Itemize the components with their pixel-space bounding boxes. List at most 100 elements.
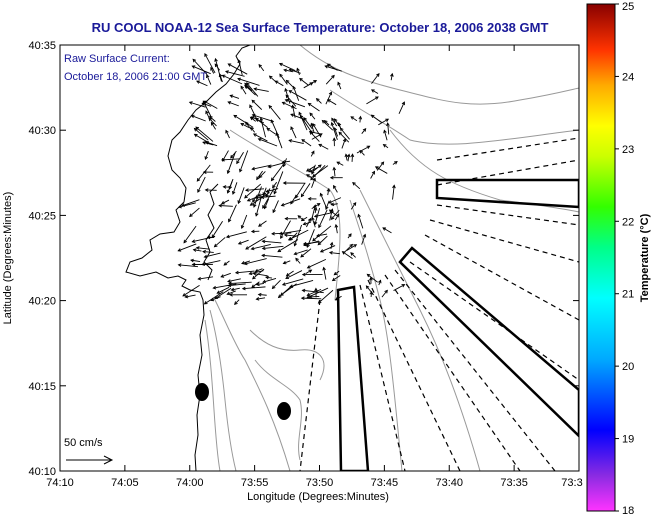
current-vector-arrow: [208, 117, 217, 127]
current-vector-arrow: [366, 273, 378, 283]
current-label-line1: Raw Surface Current:: [64, 53, 170, 65]
current-vector-arrow: [225, 231, 247, 239]
current-label-line2: October 18, 2006 21:00 GMT: [64, 71, 207, 83]
current-vector-arrow: [308, 80, 318, 85]
current-vector-arrow: [376, 161, 385, 171]
current-vector-arrow: [244, 84, 250, 90]
current-vector-arrow: [258, 63, 265, 72]
current-vector-arrow: [220, 199, 230, 205]
current-vector-arrow: [225, 129, 230, 139]
current-vector-arrow: [224, 70, 245, 77]
colorbar-label: Temperature (°C): [639, 213, 651, 302]
current-vector-arrow: [301, 139, 312, 147]
current-vector-arrow: [300, 296, 322, 301]
current-vector-arrow: [350, 153, 355, 162]
temperature-colorbar: [586, 3, 616, 512]
current-vector-arrow: [321, 119, 334, 131]
current-vector-arrow: [301, 288, 324, 294]
current-vector-arrow: [250, 229, 260, 234]
current-vector-arrow: [262, 188, 275, 209]
current-vector-arrow: [245, 121, 252, 130]
current-vector-arrow: [197, 276, 214, 281]
current-vector-arrow: [382, 227, 392, 234]
current-vector-arrow: [331, 117, 338, 127]
current-vector-arrow: [359, 149, 365, 156]
current-vector-arrow: [195, 246, 210, 250]
current-vector-arrow: [240, 122, 250, 129]
current-vector-arrow: [255, 196, 262, 217]
current-vector-arrow: [328, 209, 337, 216]
current-vector-arrow: [229, 94, 240, 99]
current-vector-arrow: [277, 285, 292, 299]
x-tick-label: 74:05: [111, 477, 139, 489]
current-vector-arrow: [253, 87, 269, 92]
current-vector-arrow: [237, 59, 243, 76]
current-vector-arrow: [370, 89, 379, 94]
current-vector-arrow: [361, 233, 367, 245]
current-vector-arrow: [196, 164, 211, 182]
ocean-background: [60, 45, 579, 471]
current-vector-arrow: [202, 100, 212, 118]
scale-label: 50 cm/s: [64, 437, 103, 449]
current-vector-arrow: [251, 281, 260, 288]
current-vector-arrow: [285, 79, 294, 88]
current-vector-arrow: [210, 121, 217, 130]
current-vector-arrow: [310, 150, 315, 157]
current-vector-arrow: [278, 62, 296, 72]
current-vector-arrow: [213, 237, 226, 248]
current-vector-arrow: [177, 263, 199, 268]
current-vector-arrow: [299, 77, 309, 86]
coastline: [60, 45, 251, 471]
current-vector-arrow: [190, 258, 201, 263]
current-vector-arrow: [318, 143, 329, 150]
colorbar-tick-label: 22: [622, 216, 634, 228]
current-vector-arrow: [325, 200, 330, 210]
y-tick-label: 40:20: [28, 296, 56, 308]
current-vector-arrow: [325, 91, 333, 105]
current-vector-arrow: [301, 272, 323, 277]
x-tick-label: 73:35: [500, 477, 528, 489]
current-vector-arrow: [202, 249, 214, 254]
scale-arrow: [66, 455, 114, 465]
colorbar-tick-label: 20: [622, 361, 634, 373]
current-vector-arrow: [228, 281, 252, 286]
current-vector-arrow: [392, 161, 398, 165]
x-tick-label: 73:50: [306, 477, 334, 489]
current-vector-arrow: [329, 241, 334, 249]
current-vector-arrow: [334, 295, 342, 301]
current-vector-arrow: [254, 268, 263, 273]
current-vector-arrow: [332, 166, 337, 177]
current-vector-arrow: [258, 171, 266, 179]
current-vector-arrow: [315, 233, 328, 238]
current-vector-arrow: [237, 239, 249, 245]
current-vector-arrow: [177, 243, 197, 252]
current-vector-arrow: [266, 127, 276, 135]
current-vector-arrow: [297, 215, 304, 221]
current-vector-arrow: [311, 133, 323, 140]
colorbar-ticks: 25 24 23 22 21 20 19 18: [615, 1, 634, 517]
current-vector-arrow: [334, 223, 339, 234]
current-vector-arrow: [257, 137, 278, 147]
current-vector-arrow: [252, 133, 268, 142]
current-vector-arrow: [329, 175, 343, 180]
current-vector-arrow: [302, 241, 321, 246]
current-vector-arrow: [311, 204, 317, 220]
current-vector-arrow: [332, 137, 337, 147]
y-axis-label: Latitude (Degrees:Minutes): [2, 192, 14, 325]
current-vector-arrow: [393, 284, 406, 291]
current-vector-arrow: [182, 285, 200, 297]
current-vector-arrow: [214, 57, 222, 82]
current-vector-arrow: [317, 289, 334, 304]
current-vector-arrow: [328, 197, 342, 204]
current-vector-arrow: [239, 150, 249, 173]
current-vector-arrow: [319, 192, 327, 207]
x-tick-label: 73:55: [241, 477, 269, 489]
current-vector-arrow: [237, 187, 245, 205]
current-vector-arrow: [234, 299, 240, 305]
current-vector-arrow: [271, 231, 292, 236]
current-vector-arrow: [284, 98, 306, 108]
surface-current-vectors: [177, 53, 406, 305]
current-vector-arrow: [306, 258, 327, 269]
current-vector-arrow: [290, 126, 297, 139]
current-vector-arrow: [293, 249, 308, 256]
